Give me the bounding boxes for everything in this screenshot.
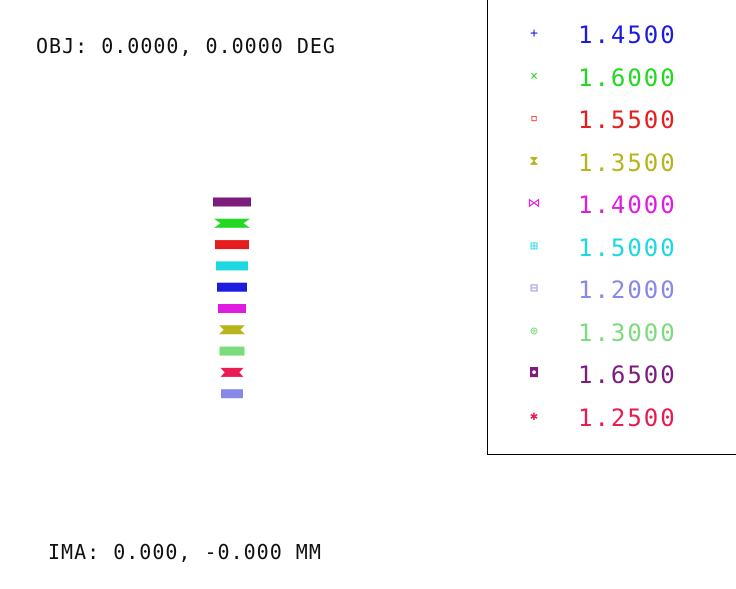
legend-entry: ✱ 1.2500 (488, 403, 736, 433)
legend-wavelength-value: 1.3000 (578, 318, 677, 347)
legend-entry: ◘ 1.6500 (488, 360, 736, 390)
legend-wavelength-value: 1.2500 (578, 403, 677, 432)
spot-mark-1-5500 (215, 240, 249, 250)
legend-entry: ⋈ 1.4000 (488, 190, 736, 220)
legend-wavelength-value: 1.6500 (578, 361, 677, 389)
legend-entry: ⊞ 1.5000 (488, 233, 736, 263)
spot-diagram (213, 197, 251, 399)
spot-mark-1-4000 (218, 304, 246, 313)
legend-symbol-icon: ⊟ (530, 281, 538, 296)
legend-wavelength-value: 1.3500 (578, 148, 677, 177)
wavelength-legend: +1.4500 × 1.6000 ▫ 1.5500 ⧗ 1.3500 ⋈ 1.4000 ⊞ 1.50… (487, 0, 736, 455)
legend-symbol-icon: ⊕ (530, 323, 538, 339)
legend-wavelength-value: 1.2000 (578, 276, 677, 304)
spot-mark-1-6500 (213, 197, 251, 207)
legend-wavelength-value: 1.5500 (578, 106, 677, 134)
legend-wavelength-value: 1.4000 (578, 191, 677, 219)
spot-mark-1-4500 (217, 282, 247, 292)
spot-mark-1-3000 (219, 346, 245, 356)
spot-mark-1-5000 (216, 261, 248, 271)
legend-wavelength-value: 1.6000 (578, 63, 677, 92)
legend-symbol-icon: ✱ (530, 408, 538, 424)
legend-symbol-icon: ⧗ (529, 153, 539, 169)
spot-mark-1-6000 (214, 218, 250, 228)
legend-symbol-icon: × (530, 68, 538, 84)
spot-mark-1-3500 (219, 325, 245, 335)
legend-entry: ⧗ 1.3500 (488, 148, 736, 178)
legend-symbol-icon: ◘ (530, 366, 538, 381)
object-field-label: OBJ: 0.0000, 0.0000 DEG (36, 34, 336, 58)
spot-mark-1-2500 (220, 367, 244, 377)
legend-entry: ▫ 1.5500 (488, 105, 736, 135)
legend-symbol-icon: ⊞ (530, 238, 538, 254)
legend-entry: × 1.6000 (488, 63, 736, 93)
legend-symbol-icon: + (530, 26, 538, 41)
legend-entry: +1.4500 (488, 20, 736, 50)
legend-symbol-icon: ▫ (530, 111, 538, 126)
legend-wavelength-value: 1.5000 (578, 233, 677, 262)
legend-entry: ⊟ 1.2000 (488, 275, 736, 305)
legend-entry: ⊕ 1.3000 (488, 318, 736, 348)
legend-wavelength-value: 1.4500 (578, 21, 677, 49)
spot-mark-1-2000 (221, 389, 243, 399)
image-height-label: IMA: 0.000, -0.000 MM (48, 540, 322, 564)
legend-symbol-icon: ⋈ (527, 196, 541, 211)
